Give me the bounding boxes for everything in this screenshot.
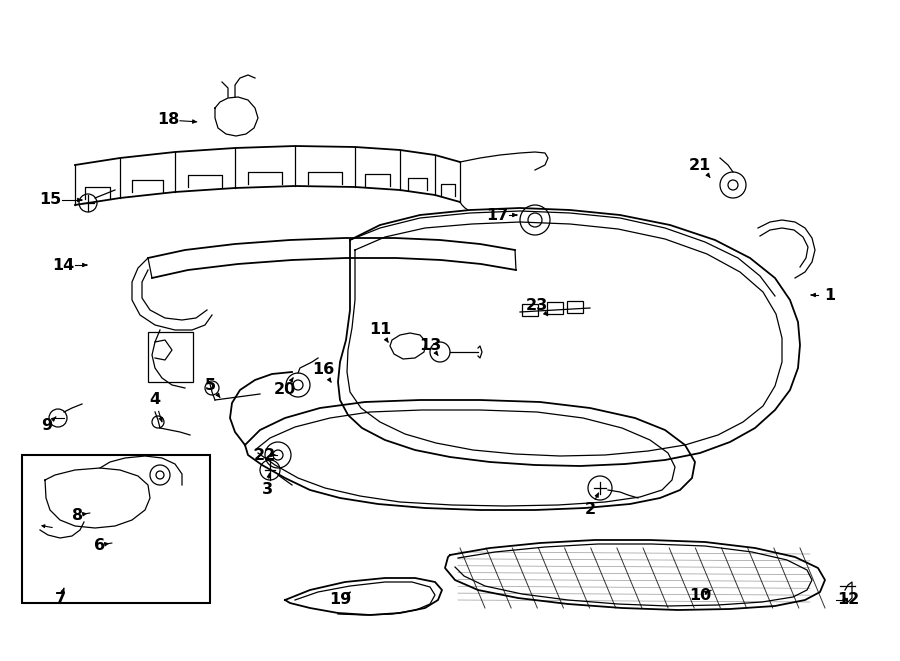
Text: 21: 21 [688, 157, 711, 173]
Text: 20: 20 [274, 383, 296, 397]
Text: 1: 1 [824, 288, 835, 303]
Text: 10: 10 [688, 588, 711, 602]
Text: 15: 15 [39, 192, 61, 208]
Polygon shape [390, 333, 426, 359]
Bar [567, 301, 583, 313]
Bar [547, 302, 563, 314]
Text: 22: 22 [254, 447, 276, 463]
Text: 17: 17 [486, 208, 508, 223]
Text: 11: 11 [369, 323, 392, 338]
Text: 13: 13 [418, 338, 441, 352]
Text: 7: 7 [54, 592, 66, 607]
Text: 6: 6 [94, 537, 105, 553]
Text: 5: 5 [204, 377, 216, 393]
Text: 8: 8 [72, 508, 84, 522]
Text: 3: 3 [261, 483, 273, 498]
Text: 9: 9 [41, 418, 52, 432]
Text: 14: 14 [52, 258, 74, 272]
Bar [148, 332, 193, 382]
Text: 4: 4 [149, 393, 160, 407]
Text: 12: 12 [837, 592, 859, 607]
Text: 2: 2 [584, 502, 596, 518]
Text: 18: 18 [157, 112, 179, 128]
Text: 19: 19 [328, 592, 351, 607]
Bar [22, 455, 210, 603]
Text: 23: 23 [526, 297, 548, 313]
Bar [522, 304, 538, 316]
Text: 16: 16 [312, 362, 334, 377]
